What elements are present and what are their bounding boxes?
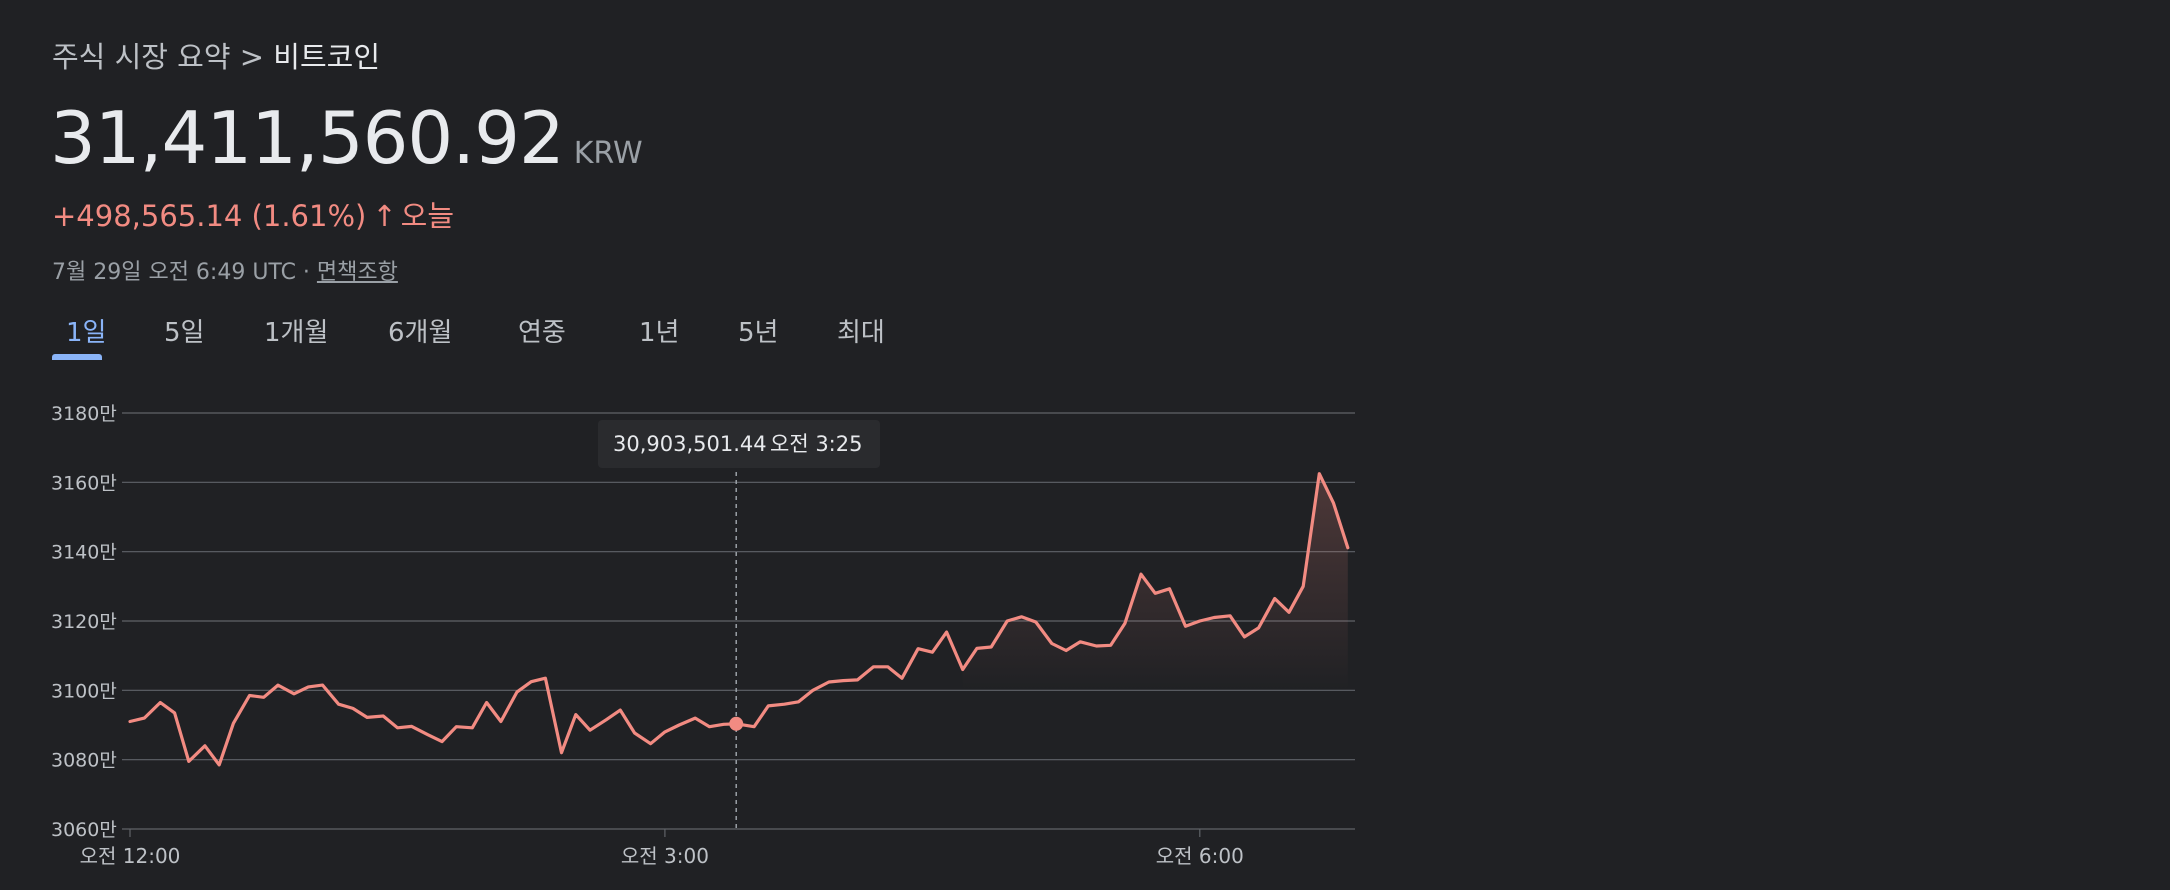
chart-area [962,473,1348,691]
chart-grid: 3180만 3160만 3140만 3120만 3100만 3080만 3060만 [51,403,1355,841]
tab-label: 1개월 [264,318,329,348]
tab-label: 1일 [66,318,107,348]
tab-label: 최대 [837,318,885,348]
area-fill [962,473,1348,691]
tab-1m[interactable]: 1개월 [264,312,328,349]
tab-ytd[interactable]: 연중 [518,312,566,349]
x-tick-label: 오전 6:00 [1156,844,1244,868]
tab-5y[interactable]: 5년 [738,312,778,349]
breadcrumb: 주식 시장 요약 > 비트코인 [52,34,380,76]
price-change: +498,565.14 (1.61%) ↑ 오늘 [52,193,454,235]
breadcrumb-parent[interactable]: 주식 시장 요약 [52,40,231,74]
tab-1y[interactable]: 1년 [639,312,679,349]
price-value: 31,411,560.92 [50,96,565,180]
price-row: 31,411,560.92 KRW [50,96,643,180]
hover-point [729,716,744,731]
y-tick-label: 3120만 [51,611,117,633]
tooltip-time: 오전 3:25 [770,432,862,456]
tooltip-box [598,420,880,468]
tab-label: 연중 [518,318,566,348]
timestamp: 7월 29일 오전 6:49 UTC · [52,260,317,285]
x-axis: 오전 12:00 오전 3:00 오전 6:00 [80,829,1244,868]
y-tick-label: 3060만 [51,819,117,841]
tab-label: 6개월 [388,318,453,348]
y-tick-label: 3100만 [51,680,117,702]
breadcrumb-current: 비트코인 [273,40,381,74]
tab-6m[interactable]: 6개월 [388,312,452,349]
active-tab-indicator [52,354,102,360]
change-value: +498,565.14 (1.61%) [52,199,367,233]
tab-max[interactable]: 최대 [837,312,885,349]
y-tick-label: 3180만 [51,403,117,425]
tab-5d[interactable]: 5일 [164,312,204,349]
tooltip-value: 30,903,501.44 [613,432,767,456]
x-tick-label: 오전 12:00 [80,844,181,868]
disclaimer-link[interactable]: 면책조항 [316,260,398,285]
y-tick-label: 3140만 [51,542,117,564]
x-tick-label: 오전 3:00 [621,844,709,868]
y-tick-label: 3160만 [51,472,117,494]
tab-label: 1년 [639,318,680,348]
arrow-up-icon: ↑ [372,199,397,233]
hover-indicator: 30,903,501.44 오전 3:25 [598,420,880,829]
change-period: 오늘 [400,199,455,233]
tab-label: 5일 [164,318,205,348]
tab-1d[interactable]: 1일 [66,312,106,349]
y-tick-label: 3080만 [51,750,117,772]
timestamp-row: 7월 29일 오전 6:49 UTC · 면책조항 [52,254,398,286]
currency-label: KRW [573,136,643,171]
tab-label: 5년 [738,318,779,348]
breadcrumb-separator: > [239,40,265,74]
